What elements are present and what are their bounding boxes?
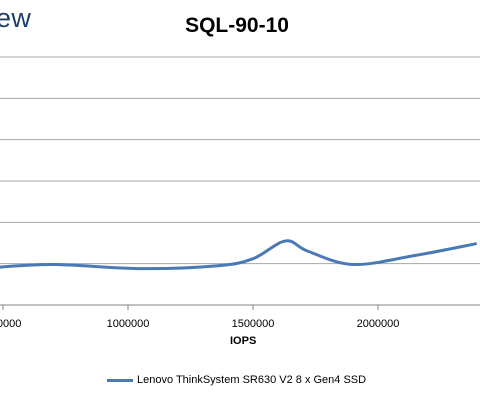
x-tick-label: 500000 [0, 318, 21, 330]
legend-label: Lenovo ThinkSystem SR630 V2 8 x Gen4 SSD [137, 374, 367, 386]
series-line [0, 239, 477, 271]
legend: Lenovo ThinkSystem SR630 V2 8 x Gen4 SSD [107, 373, 366, 387]
x-tick-label: 1000000 [107, 318, 150, 330]
x-tick-label: 2000000 [357, 318, 400, 330]
legend-swatch [107, 378, 133, 382]
logo-text: ew [0, 3, 32, 33]
x-axis-ticks: 500000 1000000 1500000 2000000 [0, 305, 399, 330]
x-axis-label: IOPS [230, 335, 257, 347]
gridlines [0, 56, 480, 265]
series-group [0, 239, 477, 271]
x-tick-label: 1500000 [232, 318, 275, 330]
chart-title: SQL-90-10 [185, 14, 289, 37]
